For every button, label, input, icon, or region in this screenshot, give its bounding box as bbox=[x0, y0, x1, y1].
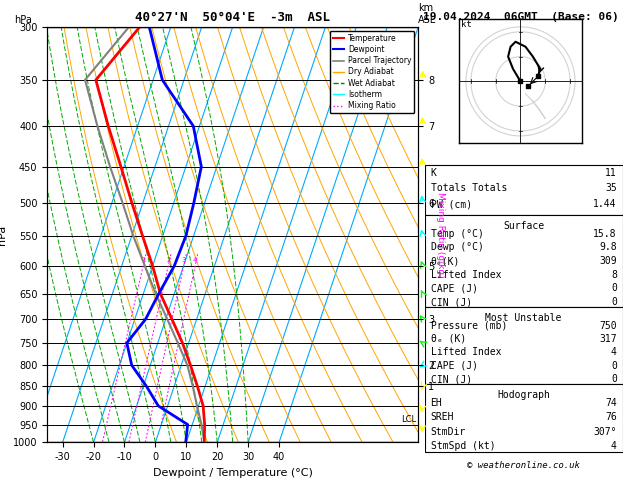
X-axis label: Dewpoint / Temperature (°C): Dewpoint / Temperature (°C) bbox=[153, 468, 313, 478]
Text: hPa: hPa bbox=[14, 15, 31, 25]
Text: 19.04.2024  06GMT  (Base: 06): 19.04.2024 06GMT (Base: 06) bbox=[423, 12, 618, 22]
Text: EH: EH bbox=[430, 398, 442, 408]
Text: 0: 0 bbox=[611, 361, 617, 371]
Bar bbox=[425, 307, 623, 384]
Text: 74: 74 bbox=[605, 398, 617, 408]
Text: K: K bbox=[430, 168, 437, 177]
Text: LCL: LCL bbox=[401, 415, 417, 424]
Y-axis label: hPa: hPa bbox=[0, 225, 8, 244]
Text: 4: 4 bbox=[611, 347, 617, 357]
Text: 0: 0 bbox=[611, 374, 617, 384]
Text: Pressure (mb): Pressure (mb) bbox=[430, 321, 507, 330]
Text: 3: 3 bbox=[182, 257, 186, 263]
Text: CAPE (J): CAPE (J) bbox=[430, 361, 477, 371]
Text: CAPE (J): CAPE (J) bbox=[430, 283, 477, 294]
Text: kt: kt bbox=[461, 20, 472, 29]
Text: StmDir: StmDir bbox=[430, 427, 465, 437]
Bar bbox=[425, 215, 623, 307]
Title: 40°27'N  50°04'E  -3m  ASL: 40°27'N 50°04'E -3m ASL bbox=[135, 11, 330, 24]
Text: SREH: SREH bbox=[430, 413, 454, 422]
Text: 15.8: 15.8 bbox=[593, 229, 617, 239]
Text: Surface: Surface bbox=[503, 221, 544, 231]
Bar bbox=[425, 165, 623, 215]
Bar bbox=[425, 384, 623, 451]
Text: 8: 8 bbox=[611, 270, 617, 280]
Text: © weatheronline.co.uk: © weatheronline.co.uk bbox=[467, 461, 580, 469]
Text: CIN (J): CIN (J) bbox=[430, 297, 472, 307]
Text: Most Unstable: Most Unstable bbox=[486, 313, 562, 323]
Text: θₑ(K): θₑ(K) bbox=[430, 256, 460, 266]
Text: 307°: 307° bbox=[593, 427, 617, 437]
Text: 317: 317 bbox=[599, 334, 617, 344]
Legend: Temperature, Dewpoint, Parcel Trajectory, Dry Adiabat, Wet Adiabat, Isotherm, Mi: Temperature, Dewpoint, Parcel Trajectory… bbox=[330, 31, 415, 113]
Text: km
ASL: km ASL bbox=[418, 3, 437, 25]
Text: 4: 4 bbox=[611, 441, 617, 451]
Text: θₑ (K): θₑ (K) bbox=[430, 334, 465, 344]
Text: Dewp (°C): Dewp (°C) bbox=[430, 243, 484, 252]
Text: 750: 750 bbox=[599, 321, 617, 330]
Text: Totals Totals: Totals Totals bbox=[430, 183, 507, 193]
Text: 1.44: 1.44 bbox=[593, 199, 617, 209]
Text: CIN (J): CIN (J) bbox=[430, 374, 472, 384]
Text: 76: 76 bbox=[605, 413, 617, 422]
Text: StmSpd (kt): StmSpd (kt) bbox=[430, 441, 495, 451]
Text: 0: 0 bbox=[611, 283, 617, 294]
Text: Temp (°C): Temp (°C) bbox=[430, 229, 484, 239]
Text: Hodograph: Hodograph bbox=[497, 390, 550, 400]
Text: 309: 309 bbox=[599, 256, 617, 266]
Text: 35: 35 bbox=[605, 183, 617, 193]
Y-axis label: Mixing Ratio (g/kg): Mixing Ratio (g/kg) bbox=[437, 191, 445, 278]
Text: 9.8: 9.8 bbox=[599, 243, 617, 252]
Text: 2: 2 bbox=[166, 257, 170, 263]
Text: 11: 11 bbox=[605, 168, 617, 177]
Text: 1: 1 bbox=[141, 257, 146, 263]
Text: 0: 0 bbox=[611, 297, 617, 307]
Text: 4: 4 bbox=[193, 257, 198, 263]
Text: Lifted Index: Lifted Index bbox=[430, 347, 501, 357]
Text: PW (cm): PW (cm) bbox=[430, 199, 472, 209]
Text: Lifted Index: Lifted Index bbox=[430, 270, 501, 280]
